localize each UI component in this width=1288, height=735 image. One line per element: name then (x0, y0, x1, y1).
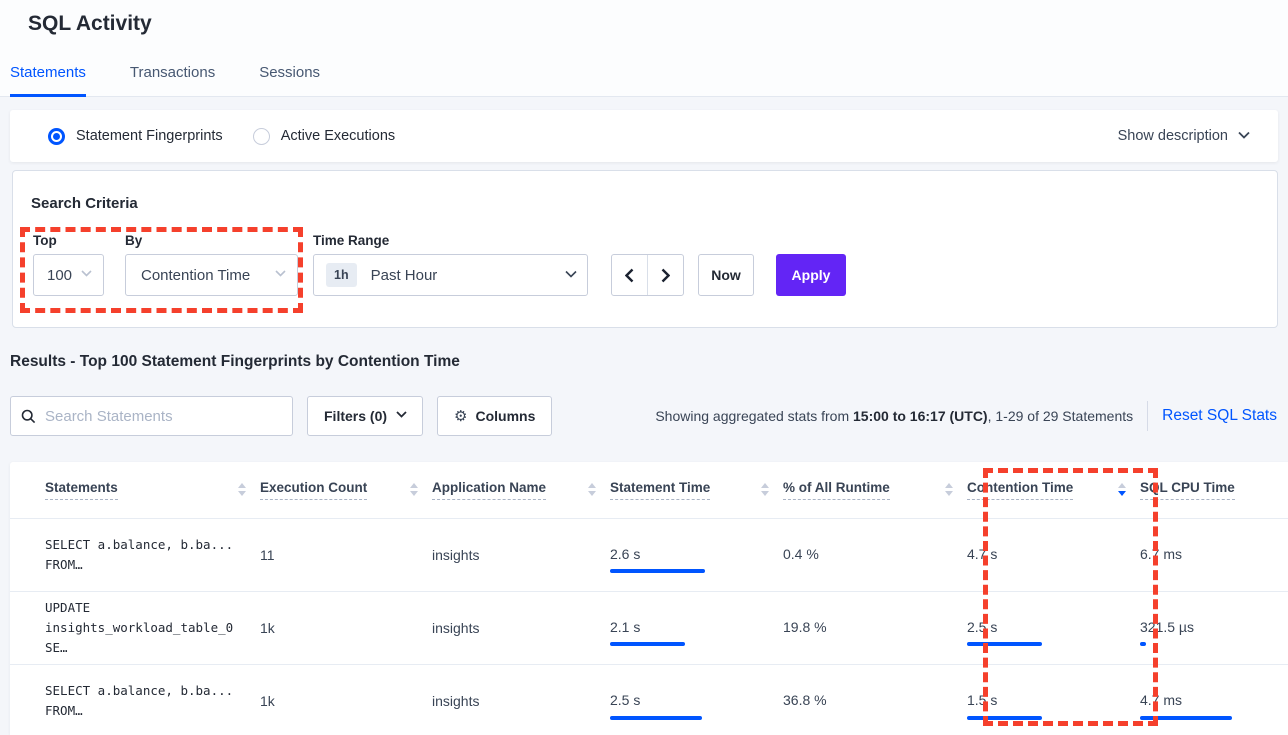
radio-label: Active Executions (280, 128, 396, 144)
application-name-value: insights (432, 590, 610, 664)
col-header-contention-time[interactable]: Contention Time (967, 480, 1074, 500)
page-title: SQL Activity (28, 12, 152, 35)
col-header-execution-count[interactable]: Execution Count (260, 480, 368, 500)
reset-sql-stats-link[interactable]: Reset SQL Stats (1162, 407, 1277, 424)
contention-time-value: 1.5 s (967, 691, 998, 708)
tab-bar: Statements Transactions Sessions (10, 64, 364, 97)
radio-selected-icon[interactable] (48, 127, 65, 145)
tab-transactions[interactable]: Transactions (129, 64, 216, 81)
execution-count-value: 11 (260, 546, 275, 563)
apply-button[interactable]: Apply (776, 254, 846, 296)
by-select-value: Contention Time (141, 266, 251, 284)
runtime-pct-value: 19.8 % (783, 618, 827, 635)
sort-icon-active-desc[interactable] (1118, 483, 1126, 497)
statement-link[interactable]: SELECT a.balance, b.ba... FROM… (45, 536, 234, 572)
col-header-sql-cpu-time[interactable]: SQL CPU Time (1140, 480, 1235, 500)
radio-label: Statement Fingerprints (76, 128, 223, 144)
chevron-down-icon (396, 411, 407, 421)
tab-statements[interactable]: Statements (10, 64, 86, 97)
top-select-value: 100 (47, 266, 73, 284)
statement-link[interactable]: UPDATE insights_workload_table_0 SE… (45, 599, 234, 655)
gear-icon: ⚙ (454, 408, 468, 425)
show-description-label: Show description (1117, 128, 1228, 144)
search-statements-input[interactable] (45, 407, 282, 425)
application-name-value: insights (432, 663, 610, 735)
time-range-stepper (611, 254, 684, 296)
page-header: SQL Activity Statements Transactions Ses… (0, 0, 1288, 97)
col-header-statements[interactable]: Statements (45, 480, 118, 500)
radio-active-executions[interactable]: Active Executions (252, 127, 396, 145)
execution-count-value: 1k (260, 692, 275, 709)
table-row: UPDATE insights_workload_table_0 SE… 1k i… (10, 590, 1288, 664)
table-header-row: Statements Execution Count Application N… (10, 462, 1288, 518)
time-range-value: Past Hour (370, 266, 438, 284)
filters-button[interactable]: Filters (0) (307, 396, 424, 436)
time-range-select[interactable]: 1h Past Hour (313, 254, 588, 296)
columns-button[interactable]: ⚙ Columns (437, 396, 553, 436)
sql-cpu-time-value: 321.5 µs (1140, 618, 1194, 635)
col-header-application-name[interactable]: Application Name (432, 480, 547, 500)
search-statements-box[interactable] (10, 396, 293, 436)
table-row: SELECT a.balance, b.ba... FROM… 1k insigh… (10, 663, 1288, 735)
tab-sessions[interactable]: Sessions (259, 64, 321, 81)
search-icon (21, 409, 36, 424)
runtime-pct-value: 0.4 % (783, 545, 819, 562)
chevron-down-icon (81, 270, 92, 280)
sort-icon[interactable] (945, 483, 953, 497)
statement-link[interactable]: SELECT a.balance, b.ba... FROM… (45, 682, 234, 718)
sort-icon[interactable] (410, 483, 418, 497)
sql-cpu-time-value: 6.7 ms (1140, 545, 1183, 562)
aggregated-stats-text: Showing aggregated stats from 15:00 to 1… (655, 408, 1134, 424)
view-mode-bar: Statement Fingerprints Active Executions… (10, 110, 1278, 162)
statement-time-value: 2.5 s (610, 691, 641, 708)
contention-time-value: 2.5 s (967, 618, 998, 635)
filters-label: Filters (0) (324, 408, 388, 424)
statements-table: Statements Execution Count Application N… (10, 462, 1288, 735)
previous-time-button[interactable] (612, 255, 648, 295)
chevron-down-icon (275, 270, 286, 280)
table-row: SELECT a.balance, b.ba... FROM… 11 insigh… (10, 517, 1288, 591)
now-button[interactable]: Now (698, 254, 754, 296)
top-select[interactable]: 100 (33, 254, 104, 296)
chevron-down-icon (565, 270, 577, 280)
contention-time-value: 4.7 s (967, 545, 998, 562)
by-label: By (125, 233, 143, 248)
next-time-button[interactable] (648, 255, 683, 295)
columns-label: Columns (475, 408, 536, 424)
search-criteria-heading: Search Criteria (31, 195, 138, 212)
application-name-value: insights (432, 517, 610, 591)
results-heading: Results - Top 100 Statement Fingerprints… (10, 353, 460, 370)
statement-time-value: 2.1 s (610, 618, 641, 635)
sort-icon[interactable] (238, 483, 246, 497)
sql-cpu-time-value: 4.7 ms (1140, 691, 1183, 708)
runtime-pct-value: 36.8 % (783, 691, 827, 708)
execution-count-value: 1k (260, 619, 275, 636)
results-toolbar: Filters (0) ⚙ Columns Showing aggregated… (10, 396, 1277, 436)
sort-icon[interactable] (588, 483, 596, 497)
by-select[interactable]: Contention Time (125, 254, 298, 296)
chevron-down-icon (1238, 131, 1250, 141)
sort-icon[interactable] (761, 483, 769, 497)
divider (1147, 401, 1149, 431)
col-header-statement-time[interactable]: Statement Time (610, 480, 711, 500)
radio-unselected-icon[interactable] (252, 127, 270, 145)
time-range-label: Time Range (313, 233, 390, 248)
show-description-toggle[interactable]: Show description (1117, 128, 1250, 144)
statement-time-value: 2.6 s (610, 545, 641, 562)
top-label: Top (33, 233, 57, 248)
col-header-runtime-pct[interactable]: % of All Runtime (783, 480, 890, 500)
radio-statement-fingerprints[interactable]: Statement Fingerprints (48, 127, 223, 145)
search-criteria-card: Search Criteria Top By Time Range 100 Co… (12, 170, 1278, 328)
time-range-badge: 1h (326, 263, 357, 287)
